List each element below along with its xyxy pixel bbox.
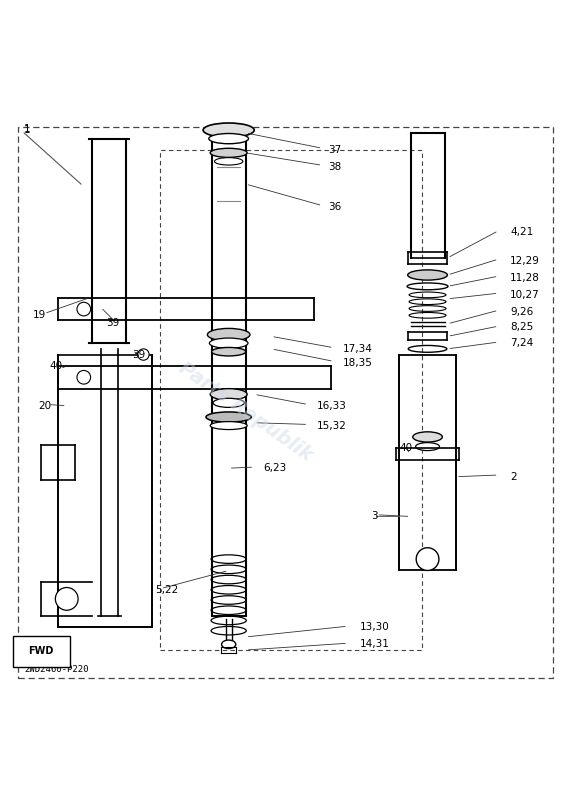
Text: 40: 40 — [399, 443, 412, 454]
Text: 13,30: 13,30 — [359, 622, 389, 632]
Text: 4,21: 4,21 — [510, 227, 533, 238]
Text: 40: 40 — [50, 361, 63, 371]
Ellipse shape — [210, 148, 247, 158]
Ellipse shape — [408, 270, 448, 280]
Ellipse shape — [210, 389, 247, 400]
Text: FWD: FWD — [29, 646, 54, 657]
Ellipse shape — [413, 432, 443, 442]
Ellipse shape — [210, 422, 247, 430]
Text: 16,33: 16,33 — [317, 401, 347, 410]
Text: 39: 39 — [132, 350, 146, 359]
Ellipse shape — [206, 412, 251, 422]
Text: 2: 2 — [510, 472, 517, 482]
Text: 36: 36 — [328, 202, 341, 212]
Text: 14,31: 14,31 — [359, 639, 389, 650]
Ellipse shape — [416, 442, 440, 450]
Ellipse shape — [215, 158, 243, 165]
Text: 39: 39 — [107, 318, 120, 328]
Text: 11,28: 11,28 — [510, 273, 540, 283]
Circle shape — [77, 370, 91, 384]
Text: 7,24: 7,24 — [510, 338, 533, 348]
Text: 38: 38 — [328, 162, 341, 172]
Text: 12,29: 12,29 — [510, 256, 540, 266]
Text: 19: 19 — [33, 310, 46, 320]
Text: 10,27: 10,27 — [510, 290, 540, 300]
Circle shape — [138, 349, 149, 360]
Circle shape — [416, 548, 439, 570]
Text: 6,23: 6,23 — [263, 463, 286, 473]
Ellipse shape — [210, 338, 248, 348]
Text: 15,32: 15,32 — [317, 421, 347, 430]
Ellipse shape — [222, 640, 236, 649]
Ellipse shape — [209, 134, 248, 144]
Text: 1: 1 — [24, 125, 31, 135]
Text: 37: 37 — [328, 145, 341, 155]
Text: 2WD2460-P220: 2WD2460-P220 — [24, 665, 89, 674]
Text: 5,22: 5,22 — [155, 586, 178, 595]
FancyBboxPatch shape — [13, 636, 70, 667]
Text: 3: 3 — [371, 511, 377, 522]
Circle shape — [77, 302, 91, 316]
Text: 8,25: 8,25 — [510, 322, 533, 332]
Text: 9,26: 9,26 — [510, 307, 533, 317]
Circle shape — [55, 587, 78, 610]
Text: 18,35: 18,35 — [343, 358, 372, 368]
Ellipse shape — [213, 398, 244, 407]
Ellipse shape — [207, 329, 250, 341]
Text: 20: 20 — [38, 401, 51, 410]
Text: Parts Republik: Parts Republik — [175, 358, 316, 465]
Text: 1: 1 — [24, 124, 31, 134]
Ellipse shape — [212, 347, 246, 356]
Text: 17,34: 17,34 — [343, 344, 372, 354]
Ellipse shape — [203, 123, 254, 137]
